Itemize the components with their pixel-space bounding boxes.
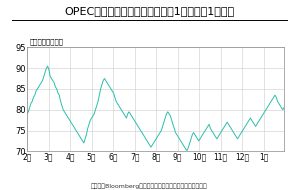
Text: （ドル／バレル）: （ドル／バレル） xyxy=(30,39,64,45)
Text: OPECバスケット価格推移（過去1年・過去1か月）: OPECバスケット価格推移（過去1年・過去1か月） xyxy=(65,6,234,16)
Text: （出所：Bloombergより住友商事グローバルリサーチ作成）: （出所：Bloombergより住友商事グローバルリサーチ作成） xyxy=(91,184,208,189)
